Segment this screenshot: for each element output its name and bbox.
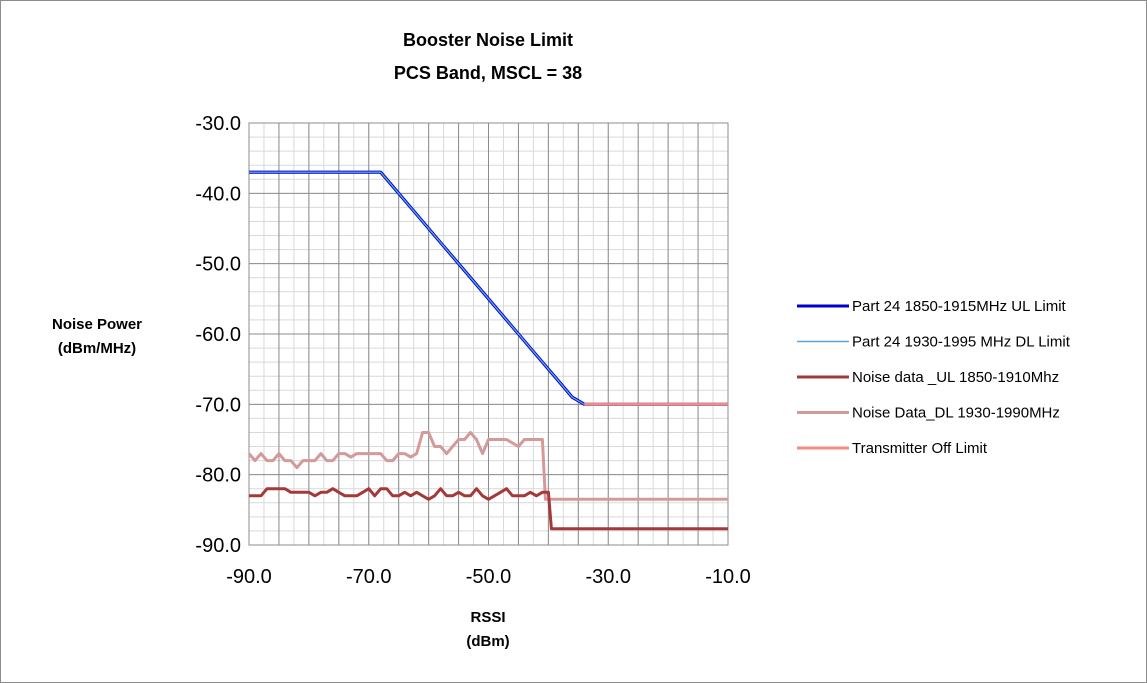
y-axis-tick-labels: -30.0 -40.0 -50.0 -60.0 -70.0 -80.0 -90.0 — [195, 113, 241, 557]
y-tick-label: -70.0 — [195, 394, 241, 416]
x-tick-label: -10.0 — [705, 566, 751, 588]
y-tick-label: -40.0 — [195, 183, 241, 205]
legend-label: Part 24 1850-1915MHz UL Limit — [852, 298, 1067, 315]
legend: Part 24 1850-1915MHz UL Limit Part 24 193… — [797, 298, 1071, 457]
series-line-3 — [249, 487, 728, 531]
x-tick-label: -30.0 — [585, 566, 631, 588]
chart-title-line-2: PCS Band, MSCL = 38 — [394, 63, 582, 83]
y-axis-title: Noise Power (dBm/MHz) — [52, 316, 142, 357]
y-axis-title-line-2: (dBm/MHz) — [58, 340, 136, 357]
series-line-4 — [247, 431, 728, 501]
y-tick-label: -90.0 — [195, 535, 241, 557]
grid-major — [248, 122, 729, 546]
chart-title: Booster Noise Limit PCS Band, MSCL = 38 — [394, 30, 582, 83]
x-axis-title-line-1: RSSI — [470, 609, 505, 626]
x-axis-title-line-2: (dBm) — [466, 633, 509, 650]
series-line-2 — [249, 171, 728, 405]
series-layer — [247, 170, 728, 531]
x-tick-label: -50.0 — [466, 566, 512, 588]
plot-area-border — [248, 122, 729, 546]
chart-title-line-1: Booster Noise Limit — [403, 30, 573, 50]
y-tick-label: -30.0 — [195, 113, 241, 135]
legend-label: Noise Data_DL 1930-1990MHz — [852, 405, 1060, 422]
y-tick-label: -80.0 — [195, 465, 241, 487]
x-tick-label: -70.0 — [346, 566, 392, 588]
x-axis-title: RSSI (dBm) — [466, 609, 509, 650]
y-tick-label: -60.0 — [195, 324, 241, 346]
x-tick-label: -90.0 — [226, 566, 272, 588]
legend-label: Transmitter Off Limit — [852, 440, 988, 457]
x-axis-tick-labels: -90.0 -70.0 -50.0 -30.0 -10.0 — [226, 566, 751, 588]
y-axis-title-line-1: Noise Power — [52, 316, 142, 333]
legend-label: Part 24 1930-1995 MHz DL Limit — [852, 334, 1071, 351]
legend-label: Noise data _UL 1850-1910Mhz — [852, 369, 1059, 386]
y-tick-label: -50.0 — [195, 254, 241, 276]
